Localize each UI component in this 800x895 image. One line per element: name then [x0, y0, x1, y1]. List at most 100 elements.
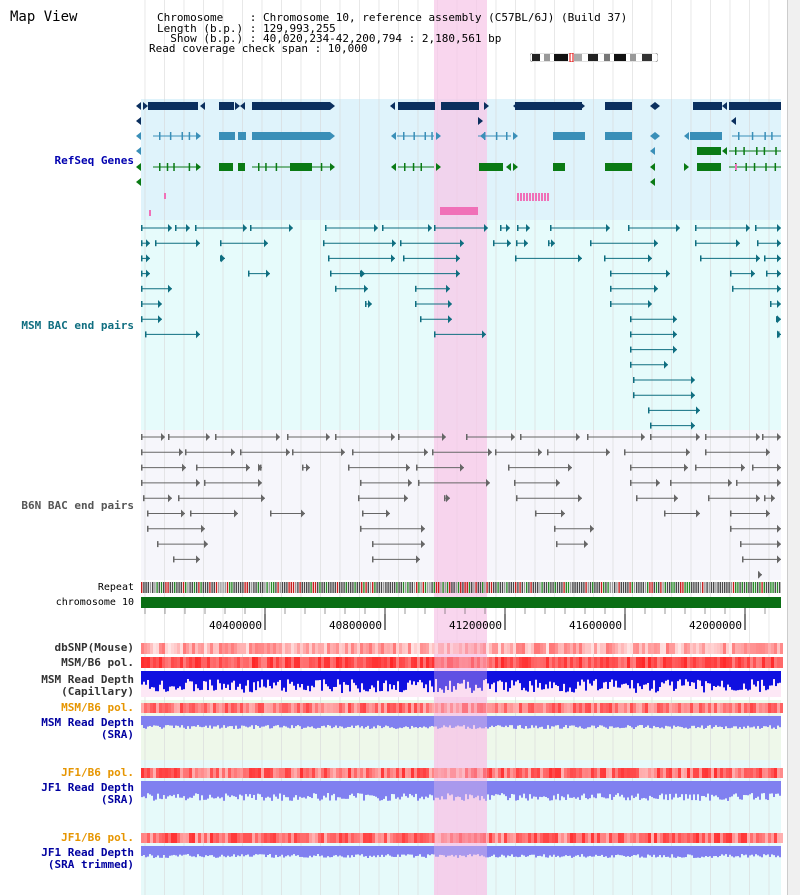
msm-depth-sra-bar: [535, 716, 537, 726]
msm-depth-capillary-bar: [269, 671, 271, 686]
track-label-jf1-b6-pol[interactable]: JF1/B6 pol.: [61, 766, 134, 779]
repeat-mark: [471, 582, 473, 593]
track-label-refseq[interactable]: RefSeq Genes: [54, 154, 134, 167]
jf1-b6-pol-2-heat-cell: [465, 833, 468, 843]
jf1-depth-sra-bar: [171, 781, 173, 797]
track-label-jf1-depth-trim[interactable]: JF1 Read Depth: [41, 846, 134, 859]
repeat-mark: [400, 582, 402, 593]
msm-b6-pol-heat-cell: [336, 657, 339, 668]
jf1-depth-trim-bar: [491, 846, 493, 856]
msm-b6-pol-heat-cell: [315, 657, 318, 668]
msm-depth-sra-bar: [265, 716, 267, 726]
msm-depth-capillary-bar: [713, 671, 715, 686]
track-label-msm-depth-capillary[interactable]: MSM Read Depth: [41, 673, 134, 686]
msm-bac-pair-end: [220, 240, 222, 247]
dbsnp-heat-cell: [264, 643, 267, 654]
track-label-msm-bac[interactable]: MSM BAC end pairs: [21, 319, 134, 332]
track-label-jf1-b6-pol-2[interactable]: JF1/B6 pol.: [61, 831, 134, 844]
jf1-depth-sra-bar: [231, 781, 233, 796]
track-label-b6n-bac[interactable]: B6N BAC end pairs: [21, 499, 134, 512]
jf1-depth-sra-bar: [341, 781, 343, 799]
jf1-depth-sra-bar: [489, 781, 491, 800]
msm-depth-sra-bar: [455, 716, 457, 727]
track-label-msm-depth-sra[interactable]: MSM Read Depth: [41, 716, 134, 729]
b6n-bac-pair-end: [568, 463, 572, 472]
msm-depth-sra-bar: [283, 716, 285, 726]
repeat-mark: [440, 582, 442, 593]
jf1-depth-trim-bar: [249, 846, 251, 857]
track-label-dbsnp[interactable]: dbSNP(Mouse): [54, 641, 134, 654]
dbsnp-heat-cell: [678, 643, 681, 654]
msm-depth-capillary-bar: [577, 671, 579, 682]
page-title: Map View: [10, 9, 78, 25]
jf1-b6-pol-heat-cell: [414, 768, 417, 778]
jf1-depth-trim-bar: [241, 846, 243, 855]
jf1-depth-trim-bar: [365, 846, 367, 857]
jf1-b6-pol-2-heat-cell: [222, 833, 225, 843]
msm-b6-pol-heat-cell: [717, 657, 720, 668]
msm-depth-sra-bar: [513, 716, 515, 729]
dbsnp-heat-cell: [258, 643, 261, 654]
msm-bac-pair-end: [695, 240, 697, 247]
msm-b6-pol-heat-cell: [381, 657, 384, 668]
msm-depth-capillary-bar: [477, 671, 479, 689]
jf1-b6-pol-2-heat-cell: [501, 833, 504, 843]
repeat-mark: [572, 582, 574, 593]
dbsnp-heat-cell: [240, 643, 243, 654]
repeat-mark: [653, 582, 655, 593]
msm-b6-pol-heat-cell: [615, 657, 618, 668]
jf1-depth-trim-bar: [539, 846, 541, 856]
jf1-b6-pol-heat-cell: [492, 768, 495, 778]
gene-exon: [252, 132, 330, 140]
repeat-mark: [743, 582, 746, 593]
jf1-depth-trim-bar: [325, 846, 327, 858]
jf1-depth-trim-bar: [621, 846, 623, 856]
msm-depth-sra-bar: [715, 716, 717, 726]
jf1-depth-trim-bar: [589, 846, 591, 856]
msm-depth-sra-bar: [577, 716, 579, 728]
msm-b6-pol-heat-cell: [471, 657, 474, 668]
repeat-mark: [757, 582, 759, 593]
repeat-mark: [374, 582, 376, 593]
msm-b6-pol-heat-cell: [183, 657, 186, 668]
vertical-scrollbar[interactable]: [787, 0, 800, 895]
dbsnp-heat-cell: [201, 643, 204, 654]
jf1-depth-sra-bar: [501, 781, 503, 794]
jf1-depth-trim-bar: [611, 846, 613, 856]
jf1-b6-pol-2-heat-cell: [432, 833, 435, 843]
msm-depth-sra-bar: [203, 716, 205, 727]
jf1-depth-sra-bar: [333, 781, 335, 794]
msm-depth-capillary-bar: [523, 671, 525, 688]
jf1-depth-trim-bar: [495, 846, 497, 858]
msm-depth-sra-bar: [423, 716, 425, 727]
msm-depth-capillary-bar: [315, 671, 317, 681]
msm-b6-pol-sra-heat-cell: [231, 703, 234, 713]
msm-b6-pol-sra-heat-cell: [657, 703, 660, 713]
gene-arrow: [722, 102, 727, 110]
jf1-depth-trim-bar: [455, 846, 457, 856]
msm-b6-pol-sra-heat-cell: [411, 703, 414, 713]
jf1-b6-pol-heat-cell: [159, 768, 162, 778]
msm-b6-pol-sra-heat-cell: [765, 703, 768, 713]
track-label-msm-b6-pol-sra[interactable]: MSM/B6 pol.: [61, 701, 134, 714]
dbsnp-heat-cell: [765, 643, 768, 654]
repeat-mark: [658, 582, 660, 593]
track-label-msm-b6-pol[interactable]: MSM/B6 pol.: [61, 656, 134, 669]
jf1-b6-pol-2-heat-cell: [411, 833, 414, 843]
jf1-depth-sra-bar: [517, 781, 519, 801]
chromosome-ideogram[interactable]: [530, 53, 658, 62]
msm-depth-capillary-bar: [725, 671, 727, 691]
repeat-mark: [477, 582, 479, 593]
msm-depth-capillary-bar: [283, 671, 285, 688]
gene-exon: [775, 147, 777, 155]
jf1-b6-pol-heat-cell: [531, 768, 534, 778]
b6n-bac-pair-end: [143, 495, 145, 502]
msm-depth-sra-bar: [157, 716, 159, 726]
msm-depth-capillary-bar: [507, 671, 509, 692]
repeat-mark: [614, 582, 616, 593]
msm-b6-pol-sra-heat-cell: [642, 703, 645, 713]
track-label-jf1-depth-sra[interactable]: JF1 Read Depth: [41, 781, 134, 794]
msm-b6-pol-heat-cell: [699, 657, 702, 668]
msm-b6-pol-sra-heat-cell: [684, 703, 687, 713]
